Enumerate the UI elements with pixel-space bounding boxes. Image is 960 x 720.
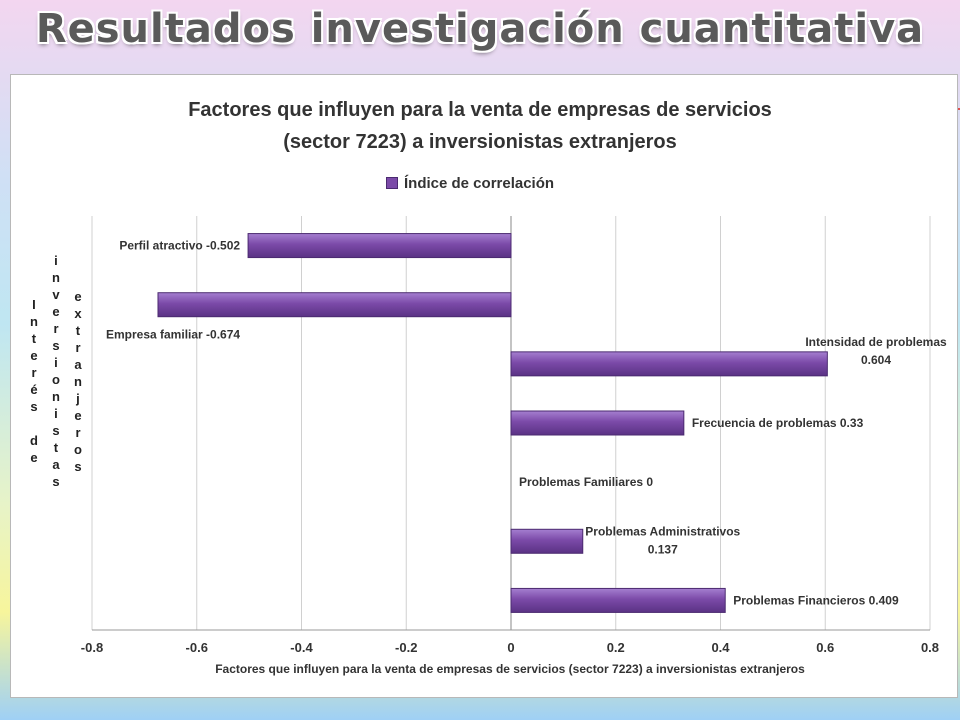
legend-swatch <box>386 177 398 189</box>
y-axis-label-letter: r <box>53 321 59 336</box>
y-axis-label-letter: x <box>74 306 82 321</box>
bar-data-label: Empresa familiar -0.674 <box>106 328 240 342</box>
y-axis-label-letter: t <box>75 323 81 338</box>
y-axis-label-letter: j <box>76 391 80 406</box>
x-tick-label: 0.2 <box>607 640 625 655</box>
y-axis-label-letter: n <box>74 374 82 389</box>
y-axis-label-letter: s <box>52 423 60 438</box>
bar <box>510 351 828 377</box>
chart-panel <box>10 74 958 698</box>
bar <box>247 233 512 259</box>
chart-title-line-1: Factores que influyen para la venta de e… <box>188 99 772 121</box>
chart-title-line-2: (sector 7223) a inversionistas extranjer… <box>283 131 677 153</box>
y-axis-label-letter: r <box>75 340 81 355</box>
bar-data-label: Problemas Administrativos <box>585 524 740 538</box>
y-axis-label-letter: d <box>30 433 38 448</box>
bar <box>510 410 685 436</box>
y-axis-label-letter: e <box>74 289 82 304</box>
y-axis-label-letter: e <box>30 348 38 363</box>
x-axis-label: Factores que influyen para la venta de e… <box>215 662 805 676</box>
y-axis-label-letter <box>32 415 36 432</box>
y-axis-label-letter: e <box>30 450 38 465</box>
bar-data-label: Intensidad de problemas <box>805 335 947 349</box>
y-axis-label-letter: s <box>30 399 38 414</box>
y-axis-label-letter: s <box>52 474 60 489</box>
chart-title: Factores que influyen para la venta de e… <box>0 94 960 158</box>
y-axis-label-letter: n <box>30 314 38 329</box>
y-axis-label-letter: r <box>75 425 81 440</box>
y-axis-label-letter: t <box>53 440 59 455</box>
legend-label: Índice de correlación <box>404 174 555 192</box>
y-axis-label-letter: é <box>30 382 38 397</box>
bar-data-label: Perfil atractivo -0.502 <box>119 239 240 253</box>
x-tick-label: 0.8 <box>921 640 939 655</box>
y-axis-label-letter: i <box>54 355 58 370</box>
x-tick-label: -0.6 <box>186 640 208 655</box>
y-axis-label-letter: n <box>52 270 60 285</box>
bar <box>510 528 584 554</box>
y-axis-label-letter: s <box>74 459 82 474</box>
chart-legend: Índice de correlación <box>386 172 554 194</box>
y-axis-label-letter: n <box>52 389 60 404</box>
x-tick-label: 0.6 <box>816 640 834 655</box>
y-axis-label-letter: v <box>52 287 60 302</box>
y-axis-label-letter: i <box>54 406 58 421</box>
y-axis-label-letter: t <box>31 331 37 346</box>
y-axis-label-letter: o <box>52 372 60 387</box>
y-axis-label-letter: i <box>54 253 58 268</box>
bar-data-label: Problemas Financieros 0.409 <box>733 593 899 607</box>
y-axis-label-letter: r <box>31 365 37 380</box>
slide-title: Resultados investigación cuantitativa <box>35 6 925 52</box>
x-tick-label: 0.4 <box>711 640 730 655</box>
x-tick-label: -0.4 <box>290 640 313 655</box>
y-axis-label-letter: e <box>74 408 82 423</box>
bar <box>510 587 726 613</box>
y-axis-label-letter: a <box>52 457 60 472</box>
x-tick-label: -0.2 <box>395 640 417 655</box>
y-axis-label-letter: s <box>52 338 60 353</box>
bar-data-label: 0.604 <box>861 353 891 367</box>
y-axis-label-letter: o <box>74 442 82 457</box>
y-axis-label-letter: a <box>74 357 82 372</box>
bar <box>157 292 512 318</box>
x-tick-label: 0 <box>507 640 514 655</box>
y-axis-label-letter: e <box>52 304 60 319</box>
x-tick-label: -0.8 <box>81 640 103 655</box>
y-axis-label-letter: I <box>32 297 36 312</box>
bar-data-label: 0.137 <box>648 542 678 556</box>
bar-data-label: Problemas Familiares 0 <box>519 475 653 489</box>
bar-data-label: Frecuencia de problemas 0.33 <box>692 416 864 430</box>
